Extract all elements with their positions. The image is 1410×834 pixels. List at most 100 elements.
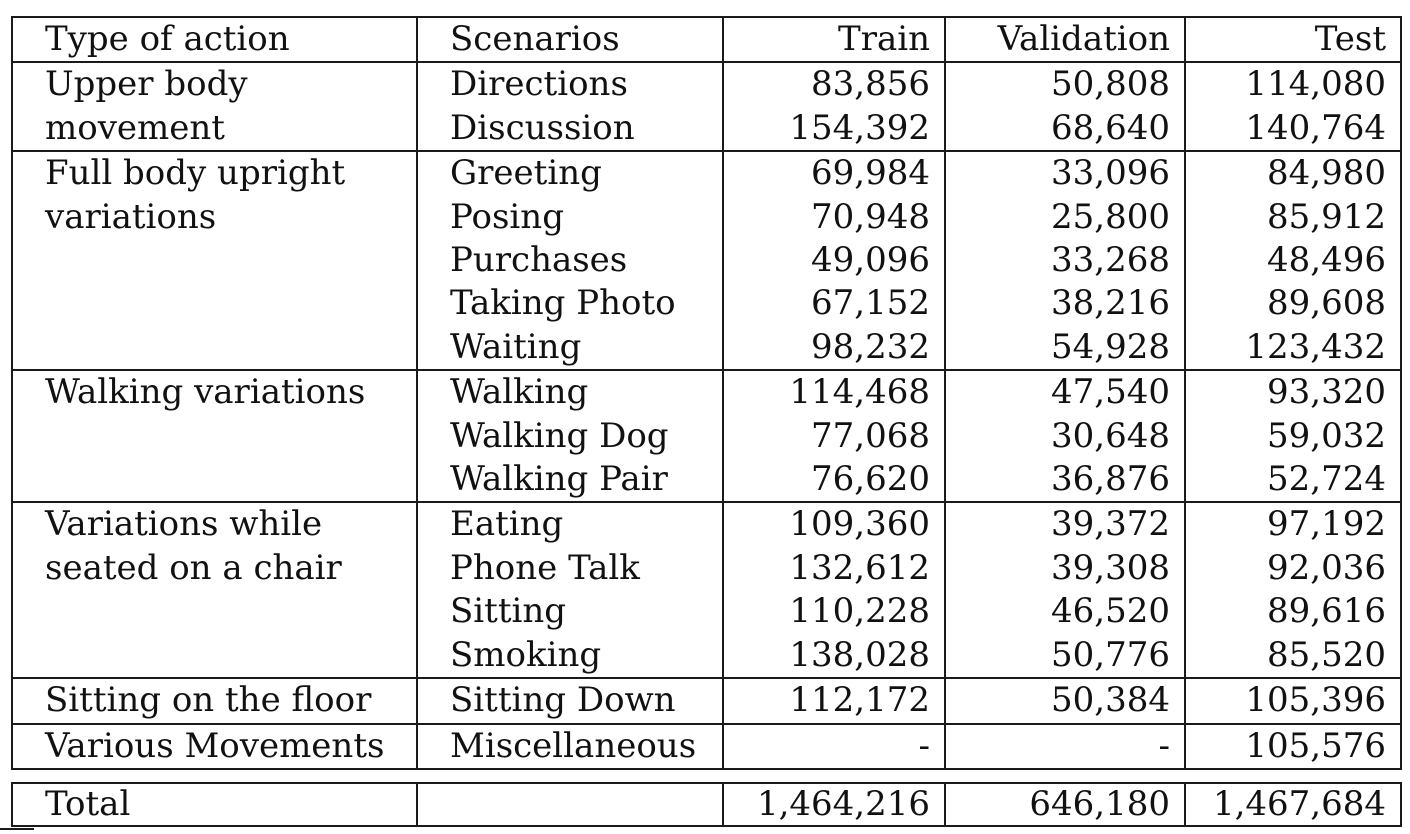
train-cell: 67,152 (722, 282, 946, 326)
type-of-action-cell: Sitting on the floor (11, 677, 418, 724)
type-of-action-cell (11, 633, 418, 679)
header-train: Train (722, 17, 946, 63)
header-type-of-action: Type of action (11, 17, 418, 63)
header-scenarios: Scenarios (416, 17, 724, 63)
test-cell: 52,724 (1184, 458, 1402, 503)
test-cell: 123,432 (1184, 325, 1402, 371)
scenario-cell: Posing (416, 195, 724, 240)
test-cell: 97,192 (1184, 501, 1402, 547)
type-of-action-cell: seated on a chair (11, 546, 418, 591)
train-cell: 49,096 (722, 239, 946, 283)
type-of-action-cell (11, 590, 418, 634)
total-train: 1,464,216 (722, 781, 946, 826)
type-of-action-cell: Variations while (11, 501, 418, 547)
table-row: Taking Photo 67,152 38,216 89,608 (11, 282, 1402, 326)
validation-cell: 50,808 (944, 61, 1186, 107)
total-validation: 646,180 (944, 781, 1186, 826)
scenario-cell: Directions (416, 61, 724, 107)
scenario-cell: Purchases (416, 239, 724, 283)
total-table: Total 1,464,216 646,180 1,467,684 (11, 781, 1402, 827)
scenario-cell: Discussion (416, 106, 724, 152)
validation-cell: 46,520 (944, 590, 1186, 634)
type-of-action-cell (11, 458, 418, 503)
train-cell: 109,360 (722, 501, 946, 547)
test-cell: 105,576 (1184, 722, 1402, 769)
test-cell: 89,608 (1184, 282, 1402, 326)
table-row: Upper body Directions 83,856 50,808 114,080 (11, 61, 1402, 107)
page-edge-rule (0, 828, 34, 834)
type-of-action-cell (11, 325, 418, 371)
total-label: Total (11, 781, 418, 826)
total-test: 1,467,684 (1184, 781, 1402, 826)
validation-cell: 33,096 (944, 150, 1186, 196)
train-cell: - (722, 722, 946, 769)
train-cell: 110,228 (722, 590, 946, 634)
test-cell: 93,320 (1184, 369, 1402, 415)
test-cell: 48,496 (1184, 239, 1402, 283)
table-row: Purchases 49,096 33,268 48,496 (11, 239, 1402, 283)
validation-cell: 33,268 (944, 239, 1186, 283)
test-cell: 89,616 (1184, 590, 1402, 634)
scenario-cell: Sitting (416, 590, 724, 634)
type-of-action-cell (11, 414, 418, 459)
scenario-cell: Walking Dog (416, 414, 724, 459)
validation-cell: 54,928 (944, 325, 1186, 371)
scenario-cell: Eating (416, 501, 724, 547)
test-cell: 84,980 (1184, 150, 1402, 196)
table-row: Walking Dog 77,068 30,648 59,032 (11, 414, 1402, 459)
validation-cell: 25,800 (944, 195, 1186, 240)
test-cell: 92,036 (1184, 546, 1402, 591)
train-cell: 154,392 (722, 106, 946, 152)
scenario-cell: Waiting (416, 325, 724, 371)
type-of-action-cell (11, 282, 418, 326)
validation-cell: - (944, 722, 1186, 769)
table-row: variations Posing 70,948 25,800 85,912 (11, 195, 1402, 240)
test-cell: 114,080 (1184, 61, 1402, 107)
type-of-action-cell: variations (11, 195, 418, 240)
table-row: Waiting 98,232 54,928 123,432 (11, 325, 1402, 371)
train-cell: 98,232 (722, 325, 946, 371)
table-row: Sitting on the floor Sitting Down 112,172 5… (11, 677, 1402, 724)
scenario-cell: Smoking (416, 633, 724, 679)
total-row: Total 1,464,216 646,180 1,467,684 (11, 781, 1402, 826)
table-body: Upper body Directions 83,856 50,808 114,080 m… (11, 61, 1402, 769)
table-row: Walking variations Walking 114,468 47,540 93… (11, 369, 1402, 415)
dataset-table: Type of action Scenarios Train Validatio… (11, 16, 1402, 827)
type-of-action-cell: Walking variations (11, 369, 418, 415)
train-cell: 112,172 (722, 677, 946, 724)
scenario-cell: Walking Pair (416, 458, 724, 503)
train-cell: 132,612 (722, 546, 946, 591)
train-cell: 69,984 (722, 150, 946, 196)
validation-cell: 39,308 (944, 546, 1186, 591)
header-validation: Validation (944, 17, 1186, 63)
validation-cell: 39,372 (944, 501, 1186, 547)
type-of-action-cell: Full body upright (11, 150, 418, 196)
table-row: Various Movements Miscellaneous - -105,576 (11, 722, 1402, 769)
validation-cell: 50,776 (944, 633, 1186, 679)
train-cell: 77,068 (722, 414, 946, 459)
table-row: Walking Pair 76,620 36,876 52,724 (11, 458, 1402, 503)
type-of-action-cell: Upper body (11, 61, 418, 107)
total-scenario (416, 781, 724, 826)
test-cell: 85,520 (1184, 633, 1402, 679)
test-cell: 105,396 (1184, 677, 1402, 724)
type-of-action-cell: Various Movements (11, 722, 418, 769)
scenario-cell: Taking Photo (416, 282, 724, 326)
train-cell: 70,948 (722, 195, 946, 240)
validation-cell: 38,216 (944, 282, 1186, 326)
validation-cell: 68,640 (944, 106, 1186, 152)
table-row: seated on a chair Phone Talk 132,612 39,308… (11, 546, 1402, 591)
train-cell: 138,028 (722, 633, 946, 679)
scenario-cell: Walking (416, 369, 724, 415)
train-cell: 83,856 (722, 61, 946, 107)
train-cell: 114,468 (722, 369, 946, 415)
table-row: Smoking 138,028 50,776 85,520 (11, 633, 1402, 679)
scenario-cell: Sitting Down (416, 677, 724, 724)
test-cell: 140,764 (1184, 106, 1402, 152)
validation-cell: 30,648 (944, 414, 1186, 459)
test-cell: 59,032 (1184, 414, 1402, 459)
table-row: Sitting 110,228 46,520 89,616 (11, 590, 1402, 634)
validation-cell: 36,876 (944, 458, 1186, 503)
header-test: Test (1184, 17, 1402, 63)
action-split-table: Type of action Scenarios Train Validatio… (11, 16, 1402, 770)
